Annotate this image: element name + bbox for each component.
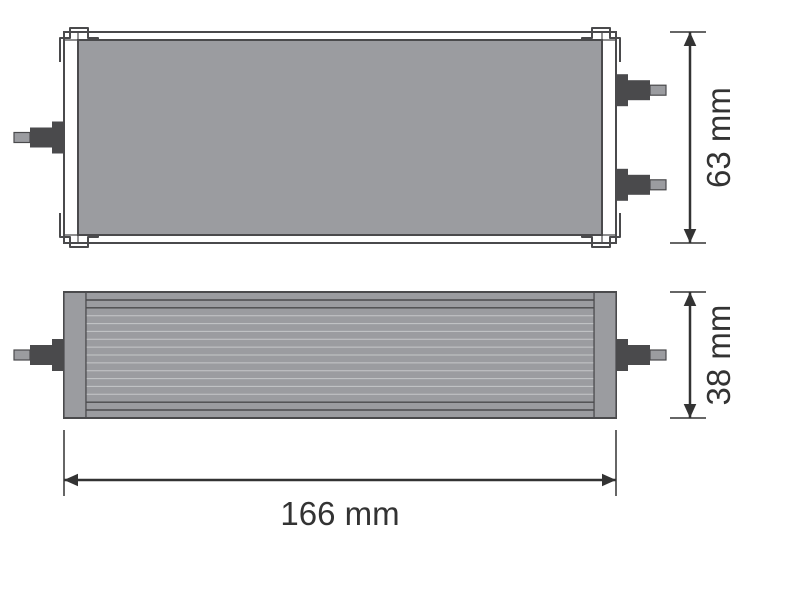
side-view <box>14 292 666 418</box>
dim-depth-label: 38 mm <box>700 305 737 406</box>
dim-height-label: 63 mm <box>700 87 737 188</box>
dim-width-label: 166 mm <box>280 495 399 532</box>
top-view <box>14 28 666 247</box>
